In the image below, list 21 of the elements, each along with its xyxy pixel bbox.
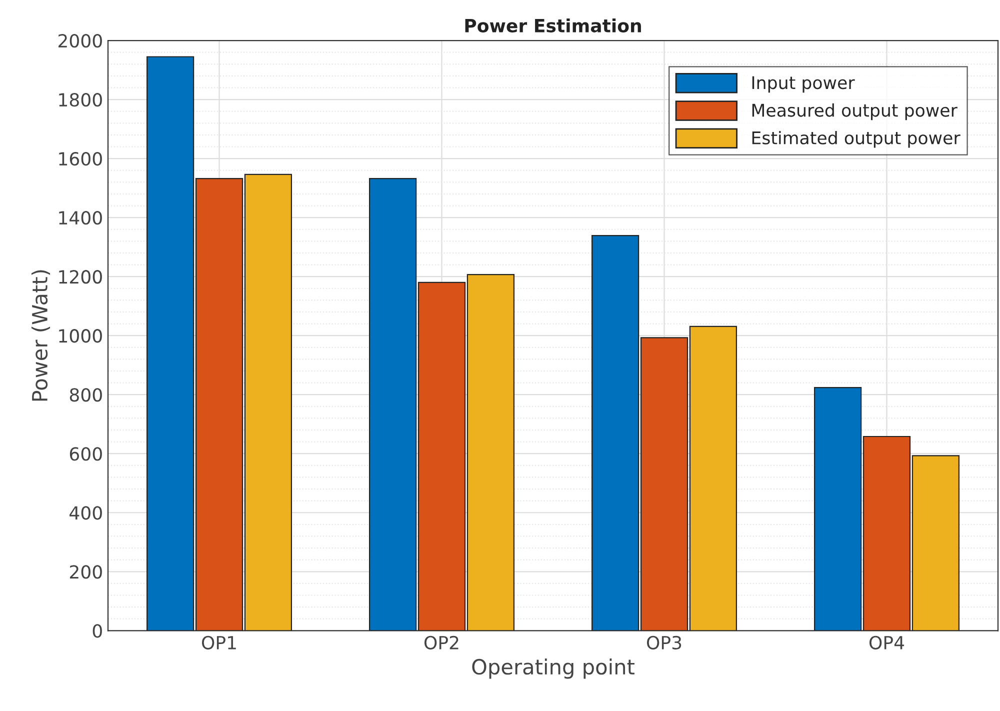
x-tick-label: OP2 bbox=[424, 636, 458, 650]
x-tick-label: OP1 bbox=[202, 636, 236, 650]
y-tick-label: 1000 bbox=[59, 329, 102, 343]
y-tick-label: 1600 bbox=[59, 152, 102, 166]
x-tick-label: OP4 bbox=[869, 636, 904, 650]
y-tick-label: 2000 bbox=[58, 34, 102, 48]
y-tick-label: 0 bbox=[92, 624, 102, 638]
chart-title: Power Estimation bbox=[465, 18, 641, 32]
legend-label: Estimated output power bbox=[752, 130, 960, 148]
x-axis-title: Operating point bbox=[472, 658, 634, 679]
y-tick-label: 600 bbox=[70, 447, 102, 461]
y-tick-label: 400 bbox=[70, 506, 102, 520]
y-tick-label: 1800 bbox=[59, 93, 102, 107]
x-tick-label: OP3 bbox=[646, 636, 682, 650]
legend-label: Measured output power bbox=[752, 103, 958, 120]
y-tick-label: 1200 bbox=[59, 270, 102, 284]
y-axis-title: Power (Watt) bbox=[31, 270, 50, 401]
y-tick-label: 800 bbox=[70, 388, 102, 402]
y-tick-label: 1400 bbox=[59, 211, 102, 225]
legend-label: Input power bbox=[752, 76, 855, 93]
y-tick-label: 200 bbox=[70, 565, 102, 579]
